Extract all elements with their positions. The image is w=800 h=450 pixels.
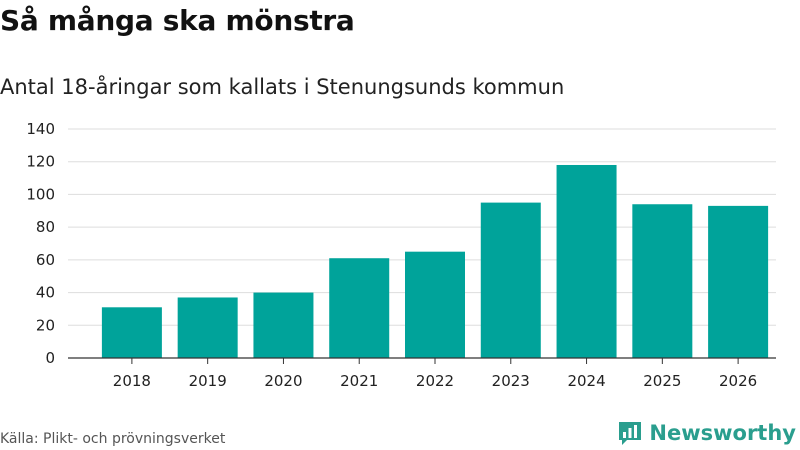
brand-name: Newsworthy xyxy=(649,421,796,445)
y-tick-label: 140 xyxy=(26,120,55,138)
y-tick-label: 60 xyxy=(36,251,55,269)
x-tick-label: 2021 xyxy=(340,372,378,390)
bar xyxy=(329,258,390,358)
x-tick-label: 2024 xyxy=(567,372,605,390)
y-tick-label: 20 xyxy=(36,316,55,334)
chart-title: Så många ska mönstra xyxy=(0,4,355,37)
bar xyxy=(177,297,238,358)
chart-subtitle: Antal 18-åringar som kallats i Stenungsu… xyxy=(0,75,565,99)
x-tick-label: 2020 xyxy=(264,372,302,390)
y-tick-label: 40 xyxy=(36,284,55,302)
bar xyxy=(101,307,162,358)
source-note: Källa: Plikt- och prövningsverket xyxy=(0,431,226,447)
x-tick-label: 2025 xyxy=(643,372,681,390)
bar xyxy=(708,205,769,358)
bar xyxy=(480,202,541,358)
y-tick-label: 80 xyxy=(36,218,55,236)
y-tick-label: 100 xyxy=(26,185,55,203)
x-tick-label: 2018 xyxy=(113,372,151,390)
bar xyxy=(405,251,465,358)
newsworthy-logo-icon xyxy=(619,422,642,445)
y-tick-label: 120 xyxy=(26,153,55,171)
x-tick-label: 2022 xyxy=(416,372,454,390)
x-tick-label: 2023 xyxy=(492,372,530,390)
x-tick-label: 2026 xyxy=(719,372,757,390)
brand: Newsworthy xyxy=(617,420,796,446)
y-tick-label: 0 xyxy=(45,349,55,367)
bar xyxy=(632,204,693,358)
x-tick-label: 2019 xyxy=(189,372,227,390)
bar xyxy=(556,164,617,358)
bar xyxy=(253,292,314,358)
